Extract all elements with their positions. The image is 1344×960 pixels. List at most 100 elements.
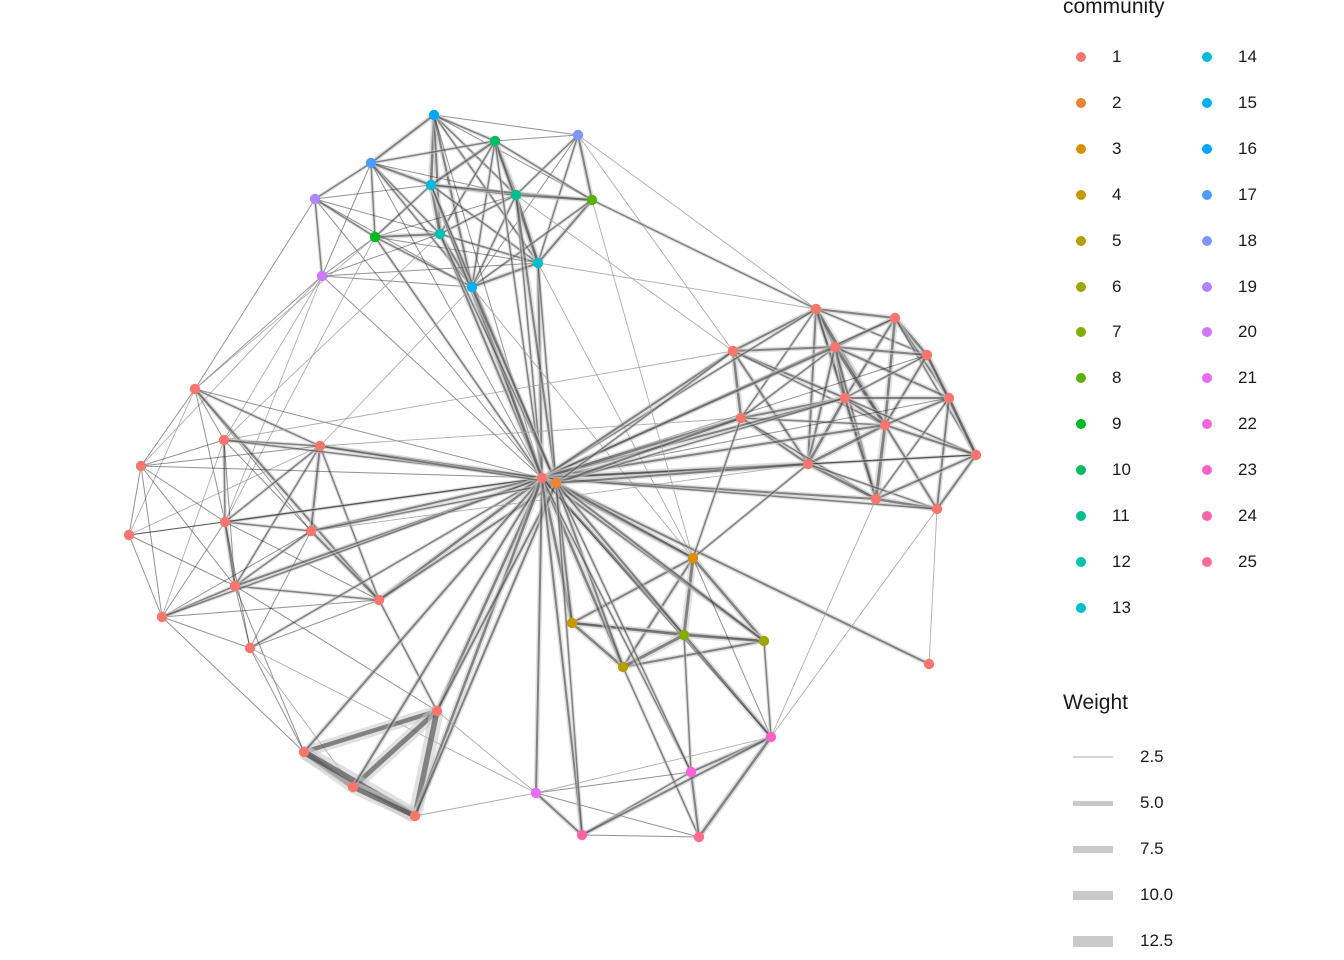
graph-edge [319, 444, 557, 485]
graph-edge [580, 734, 773, 838]
graph-edge [577, 134, 817, 310]
graph-edge [691, 462, 810, 560]
graph-edge [535, 771, 692, 794]
graph-edge [194, 388, 380, 601]
graph-edge [224, 236, 376, 523]
graph-edge [224, 275, 323, 523]
graph-edge [541, 477, 583, 836]
graph-edge [554, 349, 735, 485]
graph-node-community-1 [879, 419, 891, 431]
graph-edge [224, 445, 321, 523]
graph-node-community-5 [617, 661, 629, 673]
legend-item-community-10: 10 [1076, 456, 1131, 484]
graph-edge [513, 194, 559, 484]
graph-edge [591, 199, 817, 310]
graph-edge [128, 445, 321, 536]
graph-edge [314, 162, 372, 200]
graph-edge [370, 162, 432, 186]
graph-edge [807, 462, 938, 511]
community-color-dot [1202, 465, 1212, 476]
graph-edge [555, 415, 742, 486]
graph-edge [436, 710, 537, 794]
graph-edge [577, 134, 734, 352]
community-color-dot [1076, 419, 1086, 430]
graph-edge [223, 275, 323, 441]
community-legend-label: 4 [1112, 184, 1122, 204]
graph-node-community-17 [365, 157, 377, 169]
graph-edge [884, 422, 977, 458]
community-color-dot [1202, 97, 1212, 108]
community-color-dot [1076, 602, 1086, 613]
graph-edge [161, 521, 226, 618]
community-legend-label: 16 [1238, 138, 1257, 158]
graph-edge [314, 198, 323, 277]
graph-edge [514, 133, 580, 197]
community-legend-label: 20 [1238, 322, 1257, 342]
graph-edge [223, 233, 441, 441]
graph-edge [128, 477, 543, 536]
graph-node-community-1 [735, 412, 747, 424]
community-legend-label: 18 [1238, 230, 1257, 250]
graph-node-community-1 [921, 349, 933, 361]
graph-edge [882, 353, 930, 427]
community-legend-label: 8 [1112, 368, 1122, 388]
graph-edge [690, 771, 700, 838]
graph-edge [470, 198, 594, 289]
graph-edge [313, 198, 324, 277]
graph-edge [140, 465, 226, 523]
graph-node-community-22 [685, 766, 697, 778]
graph-node-community-14 [425, 179, 437, 191]
graph-edge [555, 482, 692, 773]
graph-edge [314, 184, 432, 200]
graph-node-community-1 [135, 460, 147, 472]
graph-edge [374, 236, 543, 479]
weight-legend-label: 12.5 [1140, 931, 1174, 950]
graph-node-community-1 [373, 594, 385, 606]
community-color-dot [1202, 511, 1212, 521]
graph-edge [233, 529, 313, 588]
graph-edge [884, 424, 938, 510]
graph-edge [554, 482, 584, 836]
graph-edge [536, 262, 558, 484]
legend-item-community-5: 5 [1076, 227, 1121, 255]
graph-edge [541, 476, 938, 511]
graph-edge [493, 140, 544, 479]
graph-edge [622, 666, 700, 838]
legend-item-community-2: 2 [1076, 89, 1121, 117]
graph-edge [234, 585, 380, 601]
graph-edge [539, 477, 585, 836]
graph-edge [541, 477, 772, 738]
community-color-dot [1202, 419, 1212, 430]
graph-edge [430, 140, 496, 186]
graph-edge [224, 477, 543, 523]
graph-edge [591, 199, 694, 559]
legend-item-community-16: 16 [1202, 135, 1257, 163]
graph-node-community-1 [931, 503, 943, 515]
graph-node-community-1 [218, 434, 230, 446]
graph-edge [692, 557, 765, 642]
graph-node-community-3 [687, 552, 699, 564]
community-legend-label: 23 [1238, 460, 1257, 480]
graph-edge [690, 555, 767, 644]
community-color-dot [1202, 235, 1212, 246]
graph-edge [537, 262, 817, 310]
community-color-dot [1076, 373, 1086, 384]
graph-edge [161, 616, 305, 753]
graph-edge [807, 463, 938, 510]
graph-edge [555, 461, 809, 486]
legend-item-community-13: 13 [1076, 594, 1131, 622]
graph-edge [947, 397, 978, 456]
graph-edge [884, 395, 950, 428]
graph-edge [128, 521, 226, 536]
graph-node-community-11 [510, 189, 522, 201]
legend-item-weight-5.0: 5.0 [1073, 789, 1164, 817]
graph-edge [436, 482, 557, 712]
community-legend-label: 10 [1112, 460, 1131, 480]
graph-edge [874, 452, 978, 502]
graph-edge [373, 183, 433, 239]
legend-item-community-20: 20 [1202, 318, 1257, 346]
graph-edge [515, 194, 557, 484]
graph-edge [140, 275, 323, 467]
legend-item-weight-12.5: 12.5 [1073, 927, 1173, 955]
graph-node-community-1 [156, 611, 168, 623]
